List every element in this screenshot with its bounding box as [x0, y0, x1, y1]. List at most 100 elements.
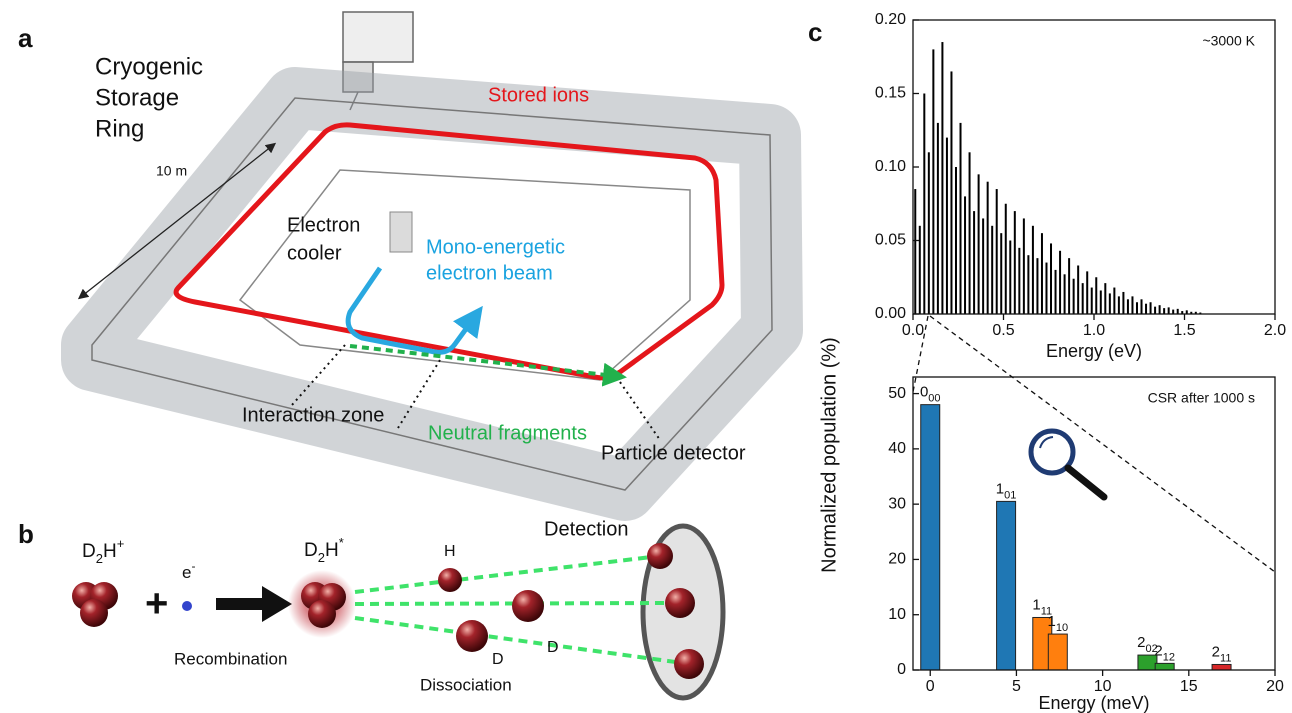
- bar: [1068, 258, 1071, 314]
- excited-molecule: [288, 570, 356, 638]
- bar: [1036, 258, 1039, 314]
- neutral-fragment-path: [349, 344, 627, 387]
- panel-a: a Cryogenic Storage Ring 10 m Stored ion…: [18, 11, 803, 521]
- bar: [1045, 262, 1048, 314]
- bar: [982, 218, 985, 314]
- label-part: 02: [1145, 643, 1157, 655]
- label-part: 01: [1004, 489, 1016, 501]
- y-tick-label: 10: [888, 606, 906, 623]
- bar: [1013, 211, 1016, 314]
- bar: [918, 225, 921, 314]
- plus-sign: +: [145, 582, 168, 626]
- label-part: 2: [1137, 634, 1145, 651]
- label-part: 1: [996, 480, 1004, 497]
- bar: [920, 404, 941, 671]
- fragment-label: D: [547, 639, 559, 656]
- bar: [1131, 296, 1134, 314]
- electron-label: e-: [182, 559, 195, 582]
- bar: [950, 71, 953, 314]
- beam-label: Mono-energetic: [426, 236, 565, 258]
- x-tick-label: 5: [1012, 678, 1021, 695]
- electron-cooler: [389, 211, 413, 253]
- stored-ions-label: Stored ions: [488, 84, 589, 106]
- pointer-lines: [291, 344, 661, 441]
- scale-arrow: [77, 142, 277, 300]
- bar: [1009, 240, 1012, 314]
- fragment: [456, 620, 488, 652]
- formula-part: *: [339, 535, 344, 550]
- x-axis-label: Energy (eV): [1046, 341, 1142, 361]
- x-tick-label: 0.0: [902, 322, 924, 339]
- bar-label: 000: [920, 384, 941, 405]
- bar: [1117, 296, 1120, 314]
- recombination-label: Recombination: [174, 649, 287, 668]
- bar: [914, 189, 917, 314]
- fragment: [512, 590, 544, 622]
- x-tick-label: 0.5: [992, 322, 1014, 339]
- y-tick-label: 20: [888, 551, 906, 568]
- formula-part: D: [82, 541, 96, 562]
- zoom-line: [912, 315, 929, 393]
- magnifier-handle: [1064, 464, 1108, 501]
- fragment-label: H: [444, 543, 456, 560]
- x-axis-label: Energy (meV): [1038, 693, 1149, 713]
- bar: [1050, 243, 1053, 314]
- bar: [959, 122, 962, 315]
- formula-part: H: [103, 541, 117, 562]
- detector-label: Particle detector: [601, 442, 746, 464]
- bar: [1077, 265, 1080, 314]
- x-tick-label: 2.0: [1264, 322, 1286, 339]
- formula-part: e: [182, 563, 191, 582]
- fragment: [647, 543, 673, 569]
- x-tick-label: 1.0: [1083, 322, 1105, 339]
- stored-ion-orbit: [173, 122, 725, 381]
- bar: [1090, 287, 1093, 314]
- label-part: 12: [1163, 651, 1175, 663]
- bar: [1211, 663, 1232, 671]
- bar: [1018, 247, 1021, 314]
- bar: [1081, 283, 1084, 314]
- bar: [1154, 662, 1175, 671]
- molecule: [72, 582, 118, 627]
- bar: [1185, 310, 1188, 314]
- formula-part: D: [304, 540, 318, 561]
- label-part: 2: [1154, 642, 1162, 659]
- label-part: 00: [928, 393, 940, 405]
- x-tick-label: 0: [926, 678, 935, 695]
- y-tick-label: 0.05: [875, 232, 906, 249]
- annotation: CSR after 1000 s: [1148, 390, 1255, 406]
- bar: [1149, 302, 1152, 314]
- label-part: 2: [1212, 643, 1220, 660]
- bar: [968, 152, 971, 314]
- bar: [1176, 308, 1179, 314]
- y-tick-label: 0.15: [875, 85, 906, 102]
- y-tick-label: 50: [888, 385, 906, 402]
- formula-part: 2: [96, 551, 103, 566]
- bar: [1099, 290, 1102, 314]
- x-tick-label: 15: [1180, 678, 1198, 695]
- bar: [1194, 311, 1197, 314]
- plot-frame: [912, 19, 1276, 315]
- bar: [1095, 277, 1098, 314]
- y-tick-label: 30: [888, 495, 906, 512]
- bar-label: 202: [1137, 634, 1158, 655]
- fragment-label: D: [492, 651, 504, 668]
- bar: [991, 225, 994, 314]
- bar: [1063, 274, 1066, 314]
- ion-formula: D2H+: [82, 536, 124, 566]
- ring-inner-outline: [238, 169, 691, 381]
- bar: [945, 137, 948, 314]
- electron-beam-path: [345, 266, 483, 355]
- reaction-arrow: [216, 586, 292, 622]
- bar-label: 211: [1212, 643, 1232, 664]
- interaction-label: Interaction zone: [242, 404, 384, 426]
- bar: [1004, 203, 1007, 314]
- cooler-label: cooler: [287, 242, 342, 264]
- bar: [1027, 255, 1030, 314]
- panel-c: c: [808, 17, 1276, 573]
- label-part: 0: [920, 384, 928, 401]
- bar: [1140, 299, 1143, 314]
- bar: [954, 167, 957, 314]
- bar: [1172, 309, 1175, 314]
- bar: [1040, 233, 1043, 314]
